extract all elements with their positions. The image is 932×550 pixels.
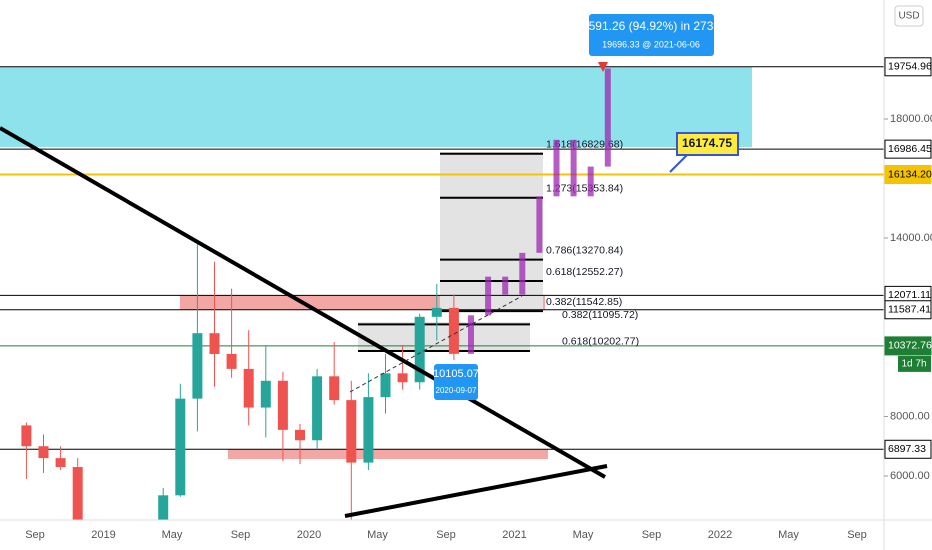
x-tick-label: 2021 <box>502 529 526 541</box>
support-zone <box>228 449 548 459</box>
price-note: 16174.75 <box>682 136 732 150</box>
price-label-box <box>884 164 932 184</box>
x-tick-label: 2019 <box>91 529 115 541</box>
measure-detail: 19696.33 @ 2021-06-06 <box>602 39 700 49</box>
candle-body <box>312 376 323 441</box>
y-tick-label: 6000.00 <box>890 470 930 482</box>
x-tick-label: Sep <box>231 529 251 541</box>
currency-button[interactable] <box>894 5 924 27</box>
candle-body <box>329 376 340 401</box>
y-tick-label: 14000.00 <box>890 232 932 244</box>
candle-body <box>295 429 305 441</box>
price-label-box <box>884 439 932 459</box>
candle-body <box>277 380 288 430</box>
plot-area: 1.618(16829.68) 1.273(15353.84) 0.786(1327… <box>0 14 884 520</box>
x-tick-label: May <box>573 529 594 541</box>
measure-box <box>589 14 714 56</box>
candle-body <box>414 316 425 383</box>
measure-marker <box>598 62 608 72</box>
projection-bar <box>604 68 611 167</box>
projection-path <box>349 295 523 393</box>
candle-body <box>243 368 254 408</box>
price-label: 16134.20 <box>888 168 932 180</box>
x-tick-label: Sep <box>436 529 456 541</box>
candle-body <box>55 458 66 468</box>
fib-label: 1.273(15353.84) <box>546 182 623 194</box>
candle-body <box>21 425 32 447</box>
candle-body <box>158 495 169 520</box>
y-tick-label: 8000.00 <box>890 410 930 422</box>
projection-bar <box>536 196 543 253</box>
fib-label: 0.382(11095.72) <box>562 309 638 321</box>
price-label: 10372.76 <box>888 340 932 352</box>
x-tick-label: 2020 <box>297 529 321 541</box>
fib-label: 0.786(13270.84) <box>546 244 623 256</box>
price-label: 6897.33 <box>888 443 926 455</box>
x-tick-label: May <box>162 529 183 541</box>
fib-label: 1.618(16829.68) <box>546 139 623 151</box>
projection-bar <box>519 252 526 295</box>
projection-bar <box>485 276 492 316</box>
measure-text: 9591.26 (94.92%) in 273d <box>582 19 720 33</box>
x-tick-label: Sep <box>847 529 867 541</box>
projection-bar <box>587 166 594 197</box>
candle-body <box>260 380 271 408</box>
x-tick-label: Sep <box>25 529 45 541</box>
candle-body <box>363 397 374 463</box>
countdown: 1d 7h <box>901 359 926 370</box>
candle-body <box>397 373 408 383</box>
price-label: 11587.41 <box>888 304 931 316</box>
cursor-price: 10105.07 <box>433 368 479 380</box>
fib-label: 0.618(10202.77) <box>562 336 639 348</box>
candle-body <box>175 398 186 496</box>
price-label-box <box>884 139 932 159</box>
price-label: 19754.96 <box>888 61 932 73</box>
countdown-box <box>898 355 931 372</box>
candle-body <box>192 333 203 399</box>
cursor-date: 2020-09-07 <box>436 386 477 395</box>
projection-bar <box>570 139 577 197</box>
price-label: 16986.45 <box>888 143 932 155</box>
x-tick-label: May <box>778 529 799 541</box>
trendline <box>344 464 608 518</box>
candle-body <box>38 446 49 459</box>
supply-zone <box>0 67 752 147</box>
cursor-box <box>434 364 478 400</box>
trendline <box>0 126 606 479</box>
price-label-box <box>884 336 932 356</box>
fib-box <box>440 152 543 311</box>
fib-label: 0.618(12552.27) <box>546 266 623 278</box>
projection-bar <box>553 139 560 197</box>
candle-body <box>431 307 442 317</box>
x-tick-label: Sep <box>642 529 662 541</box>
x-tick-label: 2022 <box>708 529 732 541</box>
projection-bar <box>468 315 474 354</box>
fib-box <box>358 322 530 351</box>
candle-body <box>448 307 459 354</box>
price-note-box <box>676 132 739 156</box>
price-label-box <box>884 57 932 77</box>
currency[interactable]: USD <box>898 11 919 22</box>
candle-body <box>226 354 237 369</box>
y-tick-label: 18000.00 <box>890 113 932 125</box>
candle-body <box>380 373 391 398</box>
candle-body <box>346 400 357 463</box>
candle-body <box>209 333 220 355</box>
price-label: 12071.11 <box>888 289 931 301</box>
fib-label: 0.382(11542.85) <box>546 296 622 308</box>
x-tick-label: May <box>367 529 388 541</box>
price-label-box <box>884 300 932 320</box>
projection-bar <box>502 276 509 295</box>
candle-body <box>72 467 83 520</box>
